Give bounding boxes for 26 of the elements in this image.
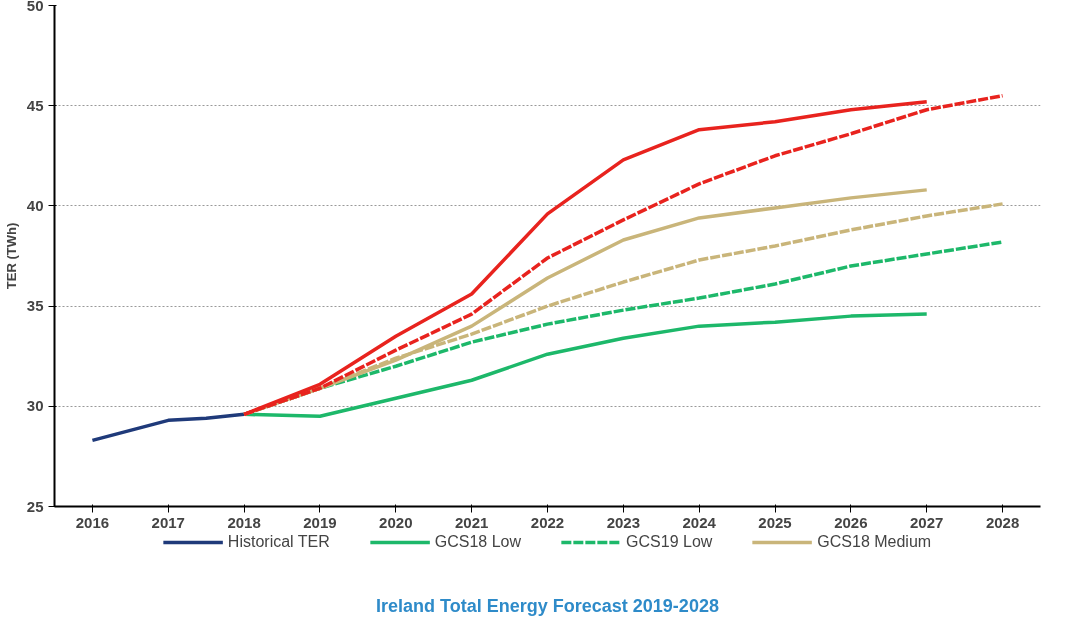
x-tick-label: 2017: [151, 513, 185, 531]
text: Ireland Total Energy Forecast 2019-2028: [376, 595, 719, 616]
x-tick-label: 2024: [682, 513, 717, 531]
y-tick-label: 35: [26, 297, 44, 315]
y-tick-label: 30: [26, 397, 44, 415]
x-tick-label: 2023: [606, 513, 641, 531]
y-tick-label: 40: [26, 196, 44, 214]
x-tick-label: 2018: [227, 513, 261, 531]
line-series: [90, 412, 246, 443]
x-tick-label: 2027: [910, 513, 944, 531]
legend-label: GCS18 Low: [434, 532, 522, 552]
legend-label: GCS18 Medium: [817, 532, 932, 552]
y-axis-title: TER (TWh): [3, 222, 19, 290]
x-tick-label: 2026: [834, 513, 868, 531]
x-tick-label: 2016: [75, 513, 110, 531]
x-tick-label: 2020: [379, 513, 413, 531]
x-tick-label: 2021: [454, 513, 489, 531]
y-tick-label: 50: [26, 0, 44, 14]
y-tick-label: 45: [26, 96, 44, 114]
x-tick-label: 2019: [303, 513, 337, 531]
x-tick-label: 2022: [530, 513, 565, 531]
x-tick-label: 2025: [758, 513, 792, 531]
y-tick-label: 25: [26, 497, 44, 515]
legend-label: Historical TER: [227, 532, 330, 552]
legend-label: GCS19 Low: [626, 532, 713, 552]
x-tick-label: 2028: [985, 513, 1020, 531]
